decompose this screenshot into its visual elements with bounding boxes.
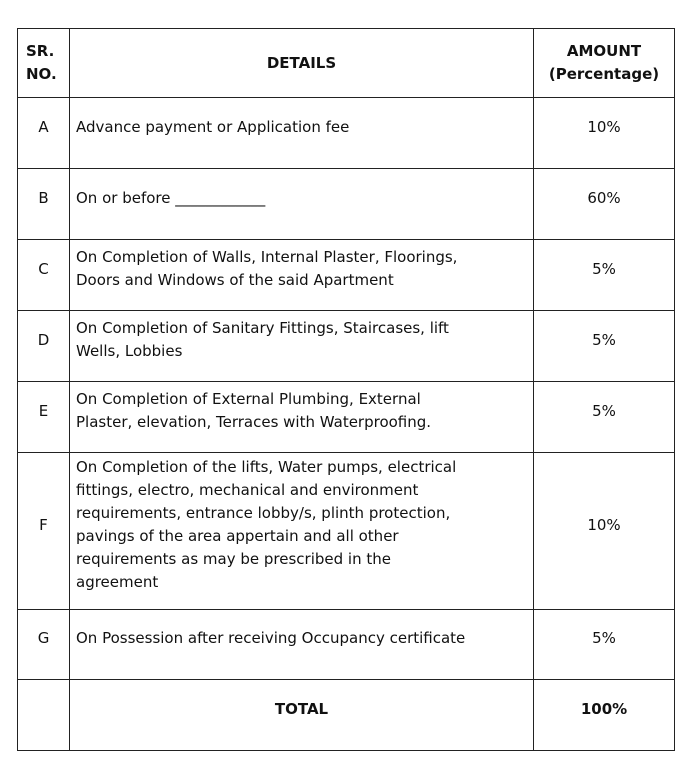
details-cell: On Completion of the lifts, Water pumps,… — [69, 452, 534, 610]
sr-cell: G — [17, 609, 70, 680]
table-row: G On Possession after receiving Occupanc… — [17, 609, 675, 680]
details-line: requirements, entrance lobby/s, plinth p… — [76, 504, 451, 522]
details-line: On Completion of Walls, Internal Plaster… — [76, 248, 458, 266]
amount-cell: 5% — [533, 381, 675, 453]
sr-cell: A — [17, 97, 70, 169]
amount-cell: 5% — [533, 609, 675, 680]
details-cell: Advance payment or Application fee — [69, 97, 534, 169]
details-cell: On Completion of External Plumbing, Exte… — [69, 381, 534, 453]
header-text: AMOUNT — [566, 42, 642, 60]
total-amount: 100% — [533, 679, 675, 751]
details-line: On Completion of the lifts, Water pumps,… — [76, 458, 457, 476]
details-line: On or before ____________ — [76, 188, 266, 207]
details-line: agreement — [76, 573, 159, 591]
header-row: SR. NO. DETAILS AMOUNT (Percentage) — [17, 28, 675, 98]
details-line: Advance payment or Application fee — [76, 117, 350, 136]
amount-cell: 10% — [533, 97, 675, 169]
details-line: fittings, electro, mechanical and enviro… — [76, 481, 419, 499]
details-line: requirements as may be prescribed in the — [76, 550, 391, 568]
details-line: pavings of the area appertain and all ot… — [76, 527, 399, 545]
header-details: DETAILS — [69, 28, 534, 98]
details-cell: On Completion of Sanitary Fittings, Stai… — [69, 310, 534, 382]
table-row: F On Completion of the lifts, Water pump… — [17, 452, 675, 610]
details-line: On Possession after receiving Occupancy … — [76, 629, 466, 647]
amount-cell: 5% — [533, 310, 675, 382]
header-text: (Percentage) — [548, 65, 660, 83]
total-sr-cell — [17, 679, 70, 751]
amount-cell: 60% — [533, 168, 675, 240]
details-line: Doors and Windows of the said Apartment — [76, 271, 394, 289]
details-line: On Completion of Sanitary Fittings, Stai… — [76, 319, 449, 337]
header-amount: AMOUNT (Percentage) — [533, 28, 675, 98]
header-text: SR. — [26, 42, 55, 60]
payment-schedule-table: SR. NO. DETAILS AMOUNT (Percentage) A Adva… — [17, 28, 675, 751]
total-label: TOTAL — [69, 679, 534, 751]
sr-cell: D — [17, 310, 70, 382]
header-sr-no: SR. NO. — [17, 28, 70, 98]
table-row: E On Completion of External Plumbing, Ex… — [17, 381, 675, 453]
table-row: D On Completion of Sanitary Fittings, St… — [17, 310, 675, 382]
sr-cell: F — [17, 452, 70, 610]
amount-cell: 5% — [533, 239, 675, 311]
table-row: A Advance payment or Application fee 10% — [17, 97, 675, 169]
details-cell: On Completion of Walls, Internal Plaster… — [69, 239, 534, 311]
details-cell: On Possession after receiving Occupancy … — [69, 609, 534, 680]
details-line: Wells, Lobbies — [76, 342, 183, 360]
sr-cell: B — [17, 168, 70, 240]
sr-cell: E — [17, 381, 70, 453]
table-row: B On or before ____________ 60% — [17, 168, 675, 240]
total-row: TOTAL 100% — [17, 679, 675, 751]
sr-cell: C — [17, 239, 70, 311]
details-line: On Completion of External Plumbing, Exte… — [76, 390, 421, 408]
amount-cell: 10% — [533, 452, 675, 610]
details-cell: On or before ____________ — [69, 168, 534, 240]
table-row: C On Completion of Walls, Internal Plast… — [17, 239, 675, 311]
header-text: NO. — [26, 65, 57, 83]
details-line: Plaster, elevation, Terraces with Waterp… — [76, 413, 432, 431]
